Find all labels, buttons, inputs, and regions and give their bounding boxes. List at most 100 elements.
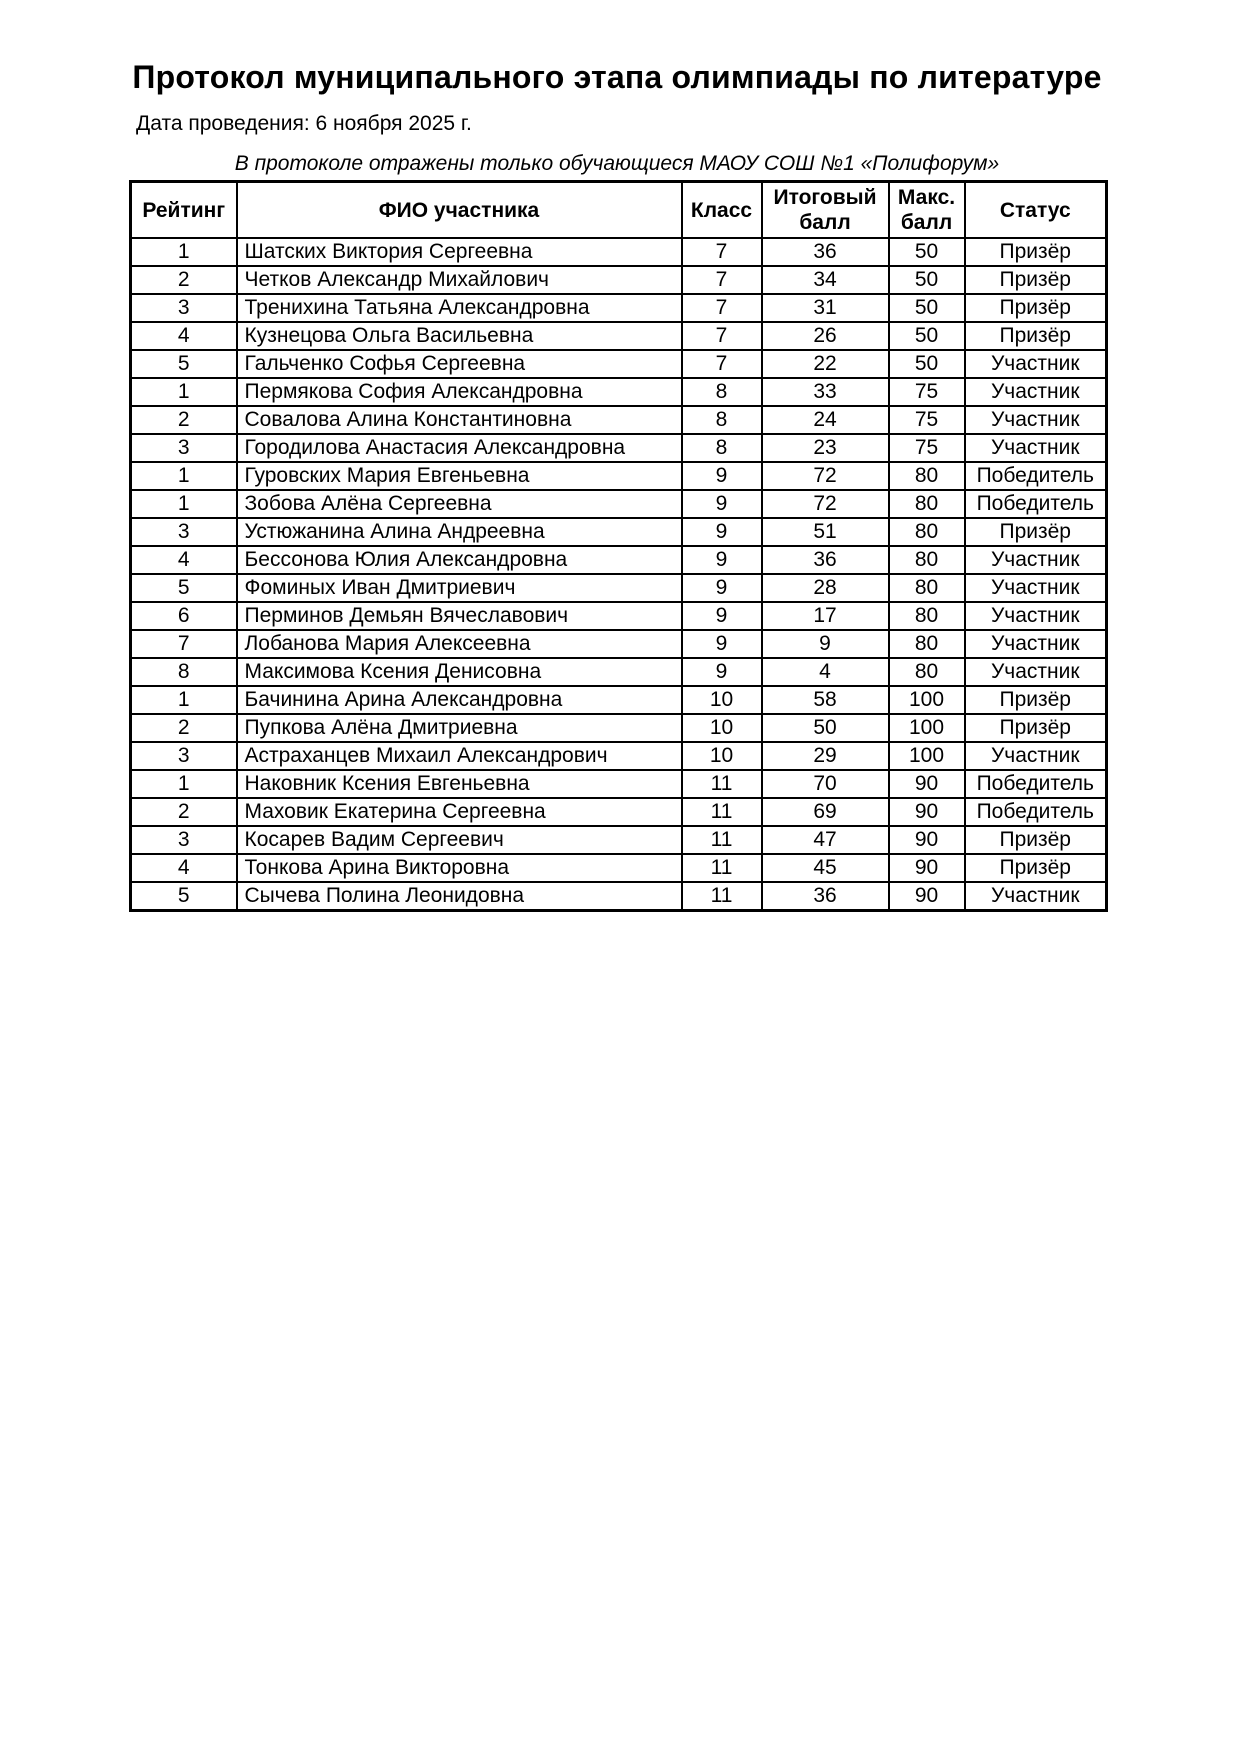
cell-rank: 2 — [129, 713, 238, 743]
cell-max: 50 — [887, 321, 966, 351]
table-row: 5 Фоминых Иван Дмитриевич 9 28 80 Участник — [129, 573, 1108, 603]
cell-grade: 7 — [680, 265, 763, 295]
cell-rank: 1 — [129, 377, 238, 407]
cell-score: 29 — [760, 741, 890, 771]
cell-rank: 3 — [129, 741, 238, 771]
cell-max: 100 — [887, 685, 966, 715]
cell-status: Участник — [963, 881, 1108, 912]
cell-max: 100 — [887, 741, 966, 771]
table-header-row: Рейтинг ФИО участника Класс Итоговый бал… — [129, 180, 1108, 239]
cell-grade: 9 — [680, 601, 763, 631]
cell-score: 24 — [760, 405, 890, 435]
cell-rank: 2 — [129, 265, 238, 295]
cell-name: Четков Александр Михайлович — [235, 265, 683, 295]
cell-rank: 2 — [129, 797, 238, 827]
cell-score: 33 — [760, 377, 890, 407]
cell-score: 45 — [760, 853, 890, 883]
cell-rank: 5 — [129, 349, 238, 379]
cell-status: Призёр — [963, 853, 1108, 883]
cell-status: Призёр — [963, 517, 1108, 547]
cell-score: 70 — [760, 769, 890, 799]
table-row: 1 Пермякова София Александровна 8 33 75 Участ… — [129, 377, 1108, 407]
cell-rank: 1 — [129, 237, 238, 267]
cell-status: Участник — [963, 601, 1108, 631]
cell-name: Сычева Полина Леонидовна — [235, 881, 683, 912]
cell-status: Участник — [963, 741, 1108, 771]
cell-max: 50 — [887, 265, 966, 295]
cell-grade: 7 — [680, 237, 763, 267]
cell-status: Участник — [963, 573, 1108, 603]
page-title: Протокол муниципального этапа олимпиады … — [132, 59, 1102, 95]
cell-grade: 9 — [680, 629, 763, 659]
cell-grade: 8 — [680, 377, 763, 407]
cell-max: 80 — [887, 573, 966, 603]
cell-grade: 7 — [680, 349, 763, 379]
table-row: 3 Устюжанина Алина Андреевна 9 51 80 Призёр — [129, 517, 1108, 547]
cell-score: 50 — [760, 713, 890, 743]
cell-name: Маховик Екатерина Сергеевна — [235, 797, 683, 827]
cell-name: Максимова Ксения Денисовна — [235, 657, 683, 687]
table-row: 5 Сычева Полина Леонидовна 11 36 90 Участник — [129, 881, 1108, 912]
cell-status: Призёр — [963, 685, 1108, 715]
cell-rank: 5 — [129, 573, 238, 603]
cell-name: Тонкова Арина Викторовна — [235, 853, 683, 883]
table-row: 4 Тонкова Арина Викторовна 11 45 90 Призёр — [129, 853, 1108, 883]
cell-rank: 1 — [129, 685, 238, 715]
cell-grade: 10 — [680, 741, 763, 771]
cell-score: 17 — [760, 601, 890, 631]
date-line: Дата проведения: 6 ноября 2025 г. — [136, 112, 472, 135]
cell-name: Наковник Ксения Евгеньевна — [235, 769, 683, 799]
cell-rank: 7 — [129, 629, 238, 659]
cell-grade: 9 — [680, 573, 763, 603]
cell-score: 36 — [760, 545, 890, 575]
cell-rank: 6 — [129, 601, 238, 631]
cell-max: 90 — [887, 825, 966, 855]
cell-rank: 1 — [129, 461, 238, 491]
cell-status: Призёр — [963, 237, 1108, 267]
cell-name: Пермякова София Александровна — [235, 377, 683, 407]
column-header-name: ФИО участника — [235, 180, 683, 239]
cell-score: 51 — [760, 517, 890, 547]
cell-max: 90 — [887, 769, 966, 799]
table-row: 4 Бессонова Юлия Александровна 9 36 80 Участн… — [129, 545, 1108, 575]
table-row: 1 Зобова Алёна Сергеевна 9 72 80 Победитель — [129, 489, 1108, 519]
cell-name: Астраханцев Михаил Александрович — [235, 741, 683, 771]
document-page: Протокол муниципального этапа олимпиады … — [129, 0, 1108, 912]
cell-status: Участник — [963, 629, 1108, 659]
cell-name: Совалова Алина Константиновна — [235, 405, 683, 435]
table-row: 3 Астраханцев Михаил Александрович 10 29 100… — [129, 741, 1108, 771]
cell-status: Победитель — [963, 769, 1108, 799]
column-header-rank: Рейтинг — [129, 180, 238, 239]
cell-grade: 11 — [680, 825, 763, 855]
cell-score: 36 — [760, 237, 890, 267]
cell-rank: 8 — [129, 657, 238, 687]
cell-score: 4 — [760, 657, 890, 687]
cell-rank: 1 — [129, 769, 238, 799]
cell-status: Участник — [963, 657, 1108, 687]
cell-name: Пупкова Алёна Дмитриевна — [235, 713, 683, 743]
cell-rank: 4 — [129, 853, 238, 883]
table-row: 1 Бачинина Арина Александровна 10 58 100 Приз… — [129, 685, 1108, 715]
cell-status: Участник — [963, 377, 1108, 407]
cell-grade: 10 — [680, 685, 763, 715]
cell-score: 58 — [760, 685, 890, 715]
results-table: Рейтинг ФИО участника Класс Итоговый бал… — [129, 180, 1108, 912]
cell-rank: 4 — [129, 321, 238, 351]
table-row: 1 Наковник Ксения Евгеньевна 11 70 90 Победит… — [129, 769, 1108, 799]
table-row: 2 Пупкова Алёна Дмитриевна 10 50 100 Призёр — [129, 713, 1108, 743]
cell-max: 50 — [887, 293, 966, 323]
table-row: 7 Лобанова Мария Алексеевна 9 9 80 Участник — [129, 629, 1108, 659]
cell-grade: 11 — [680, 881, 763, 912]
cell-max: 90 — [887, 853, 966, 883]
cell-score: 26 — [760, 321, 890, 351]
cell-name: Шатских Виктория Сергеевна — [235, 237, 683, 267]
table-row: 6 Перминов Демьян Вячеславович 9 17 80 Участн… — [129, 601, 1108, 631]
cell-score: 9 — [760, 629, 890, 659]
table-row: 2 Маховик Екатерина Сергеевна 11 69 90 Победи… — [129, 797, 1108, 827]
cell-max: 80 — [887, 601, 966, 631]
cell-grade: 11 — [680, 797, 763, 827]
cell-grade: 10 — [680, 713, 763, 743]
cell-max: 80 — [887, 489, 966, 519]
column-header-max: Макс. балл — [887, 180, 966, 239]
cell-name: Зобова Алёна Сергеевна — [235, 489, 683, 519]
